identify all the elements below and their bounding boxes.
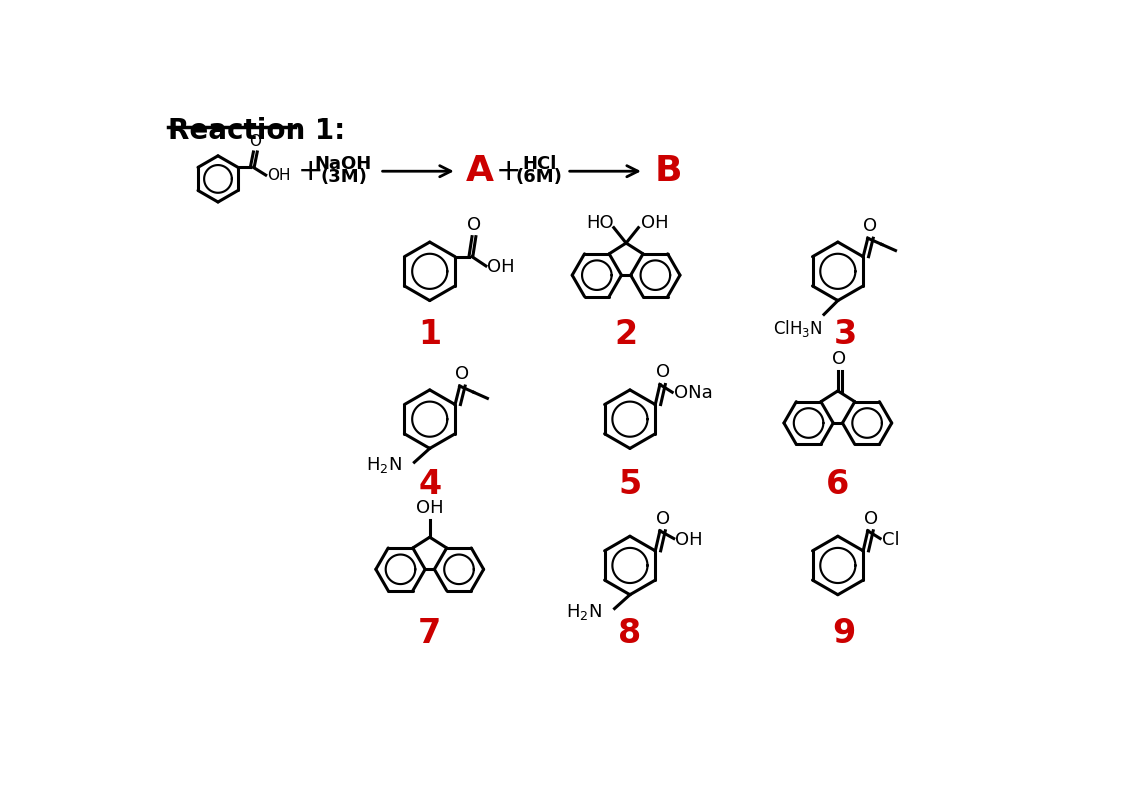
Text: +: + — [298, 156, 324, 186]
Text: H$_2$N: H$_2$N — [566, 602, 602, 622]
Text: 8: 8 — [618, 617, 642, 650]
Text: 9: 9 — [833, 617, 855, 650]
Text: 1: 1 — [418, 318, 441, 351]
Text: HO: HO — [586, 214, 613, 232]
Text: 2: 2 — [615, 318, 637, 351]
Text: O: O — [655, 510, 670, 527]
Text: 5: 5 — [618, 468, 642, 501]
Text: 4: 4 — [418, 468, 441, 501]
Text: NaOH: NaOH — [315, 155, 373, 172]
Text: 3: 3 — [834, 318, 858, 351]
Text: O: O — [863, 217, 877, 235]
Text: O: O — [249, 134, 261, 149]
Text: ONa: ONa — [674, 384, 712, 402]
Text: O: O — [655, 363, 670, 381]
Text: OH: OH — [416, 500, 443, 517]
Text: Reaction 1:: Reaction 1: — [168, 117, 345, 145]
Text: OH: OH — [487, 258, 515, 275]
Text: O: O — [467, 215, 482, 234]
Text: 7: 7 — [418, 617, 442, 650]
Text: H$_2$N: H$_2$N — [366, 456, 402, 476]
Text: OH: OH — [675, 531, 703, 549]
Text: B: B — [654, 154, 683, 188]
Text: 6: 6 — [826, 468, 850, 501]
Text: O: O — [454, 365, 469, 383]
Text: A: A — [466, 154, 494, 188]
Text: (6M): (6M) — [516, 168, 562, 186]
Text: (3M): (3M) — [320, 168, 367, 186]
Text: +: + — [495, 156, 521, 186]
Text: OH: OH — [267, 168, 291, 184]
Text: O: O — [833, 350, 846, 368]
Text: OH: OH — [642, 214, 669, 232]
Text: ClH$_3$N: ClH$_3$N — [772, 318, 822, 338]
Text: Cl: Cl — [882, 531, 900, 549]
Text: O: O — [863, 510, 878, 527]
Text: HCl: HCl — [521, 155, 557, 172]
